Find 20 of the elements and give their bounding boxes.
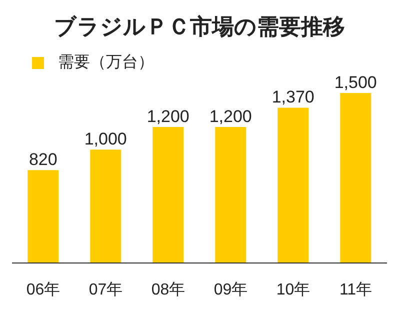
bar <box>152 127 184 263</box>
bar <box>215 127 246 263</box>
bar <box>90 150 122 263</box>
x-tick-label: 11年 <box>339 281 372 298</box>
data-label: 1,200 <box>209 107 252 126</box>
data-label: 1,370 <box>272 88 314 107</box>
legend-label: 需要（万台） <box>58 53 154 73</box>
data-label: 1,000 <box>84 130 127 149</box>
x-tick-label: 06年 <box>26 281 60 298</box>
x-tick-label: 09年 <box>214 281 248 298</box>
bar <box>340 93 372 263</box>
bar <box>278 108 309 263</box>
bar <box>28 170 59 263</box>
data-label: 1,500 <box>334 73 377 92</box>
data-label: 820 <box>28 150 58 170</box>
chart-title: ブラジルＰＣ市場の需要推移 <box>53 13 346 41</box>
data-label: 1,200 <box>146 107 190 126</box>
x-tick-label: 10年 <box>276 281 310 298</box>
x-tick-label: 07年 <box>88 281 123 298</box>
x-tick-label: 08年 <box>151 281 186 298</box>
